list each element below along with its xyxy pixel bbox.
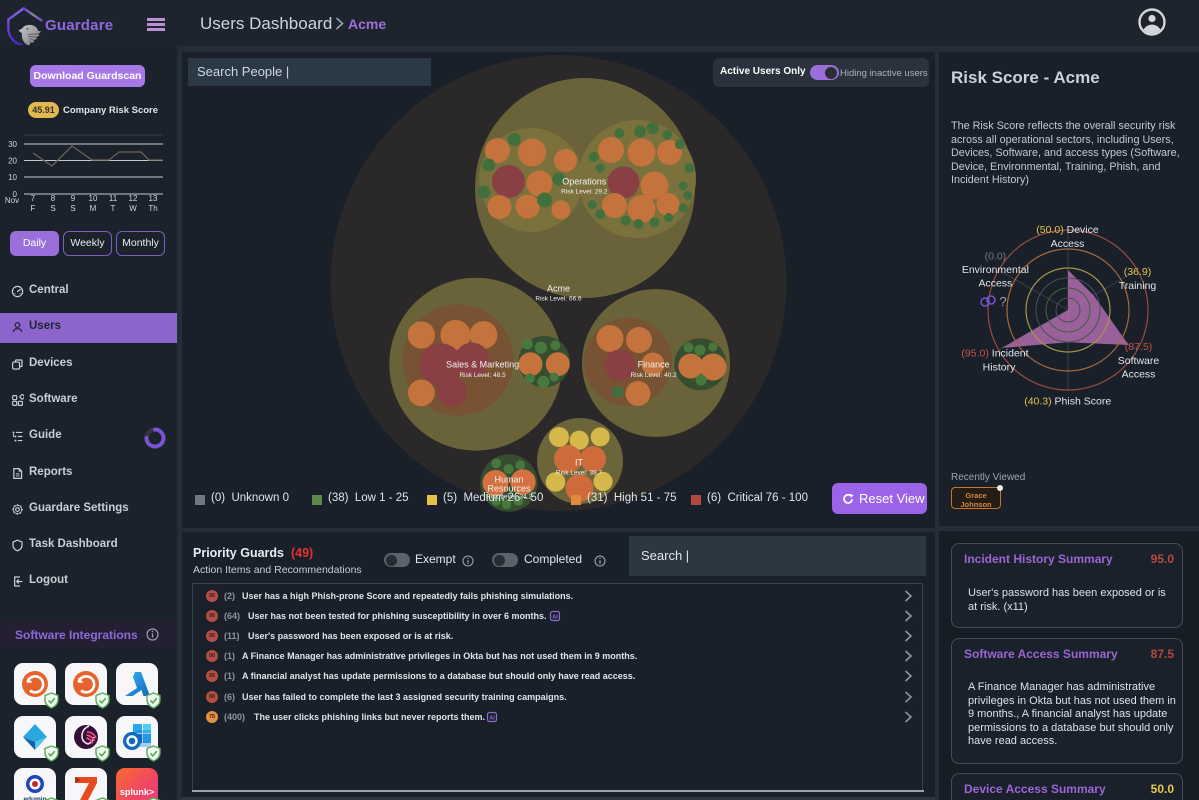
svg-text:History: History <box>983 362 1016 374</box>
svg-text:W: W <box>129 204 137 213</box>
svg-text:M: M <box>90 204 97 213</box>
svg-text:Th: Th <box>148 204 157 213</box>
svg-text:Operations: Operations <box>562 177 607 187</box>
svg-text:10: 10 <box>8 173 17 182</box>
svg-text:Risk Level: 66.6: Risk Level: 66.6 <box>535 296 582 303</box>
svg-text:splunk>: splunk> <box>120 787 154 797</box>
svg-text:Finance: Finance <box>638 360 670 370</box>
svg-text:Acme: Acme <box>547 284 570 294</box>
svg-text:(0.0): (0.0) <box>985 251 1007 263</box>
svg-text:edumin: edumin <box>23 796 46 800</box>
svg-text:F: F <box>31 204 36 213</box>
svg-text:Risk Level: 38.7: Risk Level: 38.7 <box>556 470 603 477</box>
svg-text:20: 20 <box>8 157 17 166</box>
svg-text:Access: Access <box>1051 238 1085 250</box>
svg-text:8: 8 <box>51 194 56 203</box>
svg-text:13: 13 <box>149 194 158 203</box>
svg-text:Access: Access <box>1122 369 1156 381</box>
svg-text:30: 30 <box>8 140 17 149</box>
svg-text:Nov: Nov <box>5 196 19 205</box>
svg-text:(87.5): (87.5) <box>1125 341 1152 353</box>
svg-text:11: 11 <box>109 194 118 203</box>
svg-text:AI: AI <box>489 715 495 721</box>
svg-text:0: 0 <box>13 190 18 199</box>
svg-text:Human: Human <box>494 475 523 485</box>
svg-text:(40.3) Phish Score: (40.3) Phish Score <box>1024 396 1111 408</box>
svg-text:12: 12 <box>129 194 138 203</box>
svg-text:9: 9 <box>71 194 76 203</box>
svg-text:S: S <box>50 204 55 213</box>
svg-text:S: S <box>70 204 75 213</box>
svg-text:Risk Level: 40.2: Risk Level: 40.2 <box>630 372 677 379</box>
svg-text:Training: Training <box>1119 280 1157 292</box>
svg-text:Environmental: Environmental <box>962 264 1029 276</box>
svg-text:Resources: Resources <box>487 484 531 494</box>
svg-text:?: ? <box>999 294 1006 309</box>
svg-text:Risk Level: 34.2: Risk Level: 34.2 <box>486 494 533 501</box>
svg-text:Risk Level: 29.2: Risk Level: 29.2 <box>561 189 608 196</box>
svg-text:(36.9): (36.9) <box>1124 266 1151 278</box>
svg-text:Access: Access <box>978 277 1012 289</box>
svg-text:(50.0) Device: (50.0) Device <box>1036 224 1099 236</box>
svg-text:10: 10 <box>89 194 98 203</box>
svg-text:Risk Level: 48.5: Risk Level: 48.5 <box>459 372 506 379</box>
svg-text:7: 7 <box>31 194 36 203</box>
svg-text:IT: IT <box>575 458 584 468</box>
svg-text:Sales & Marketing: Sales & Marketing <box>446 360 519 370</box>
svg-text:T: T <box>111 204 116 213</box>
svg-text:AI: AI <box>552 614 558 620</box>
svg-text:Software: Software <box>1118 355 1160 367</box>
svg-text:(95.0) Incident: (95.0) Incident <box>961 348 1028 360</box>
